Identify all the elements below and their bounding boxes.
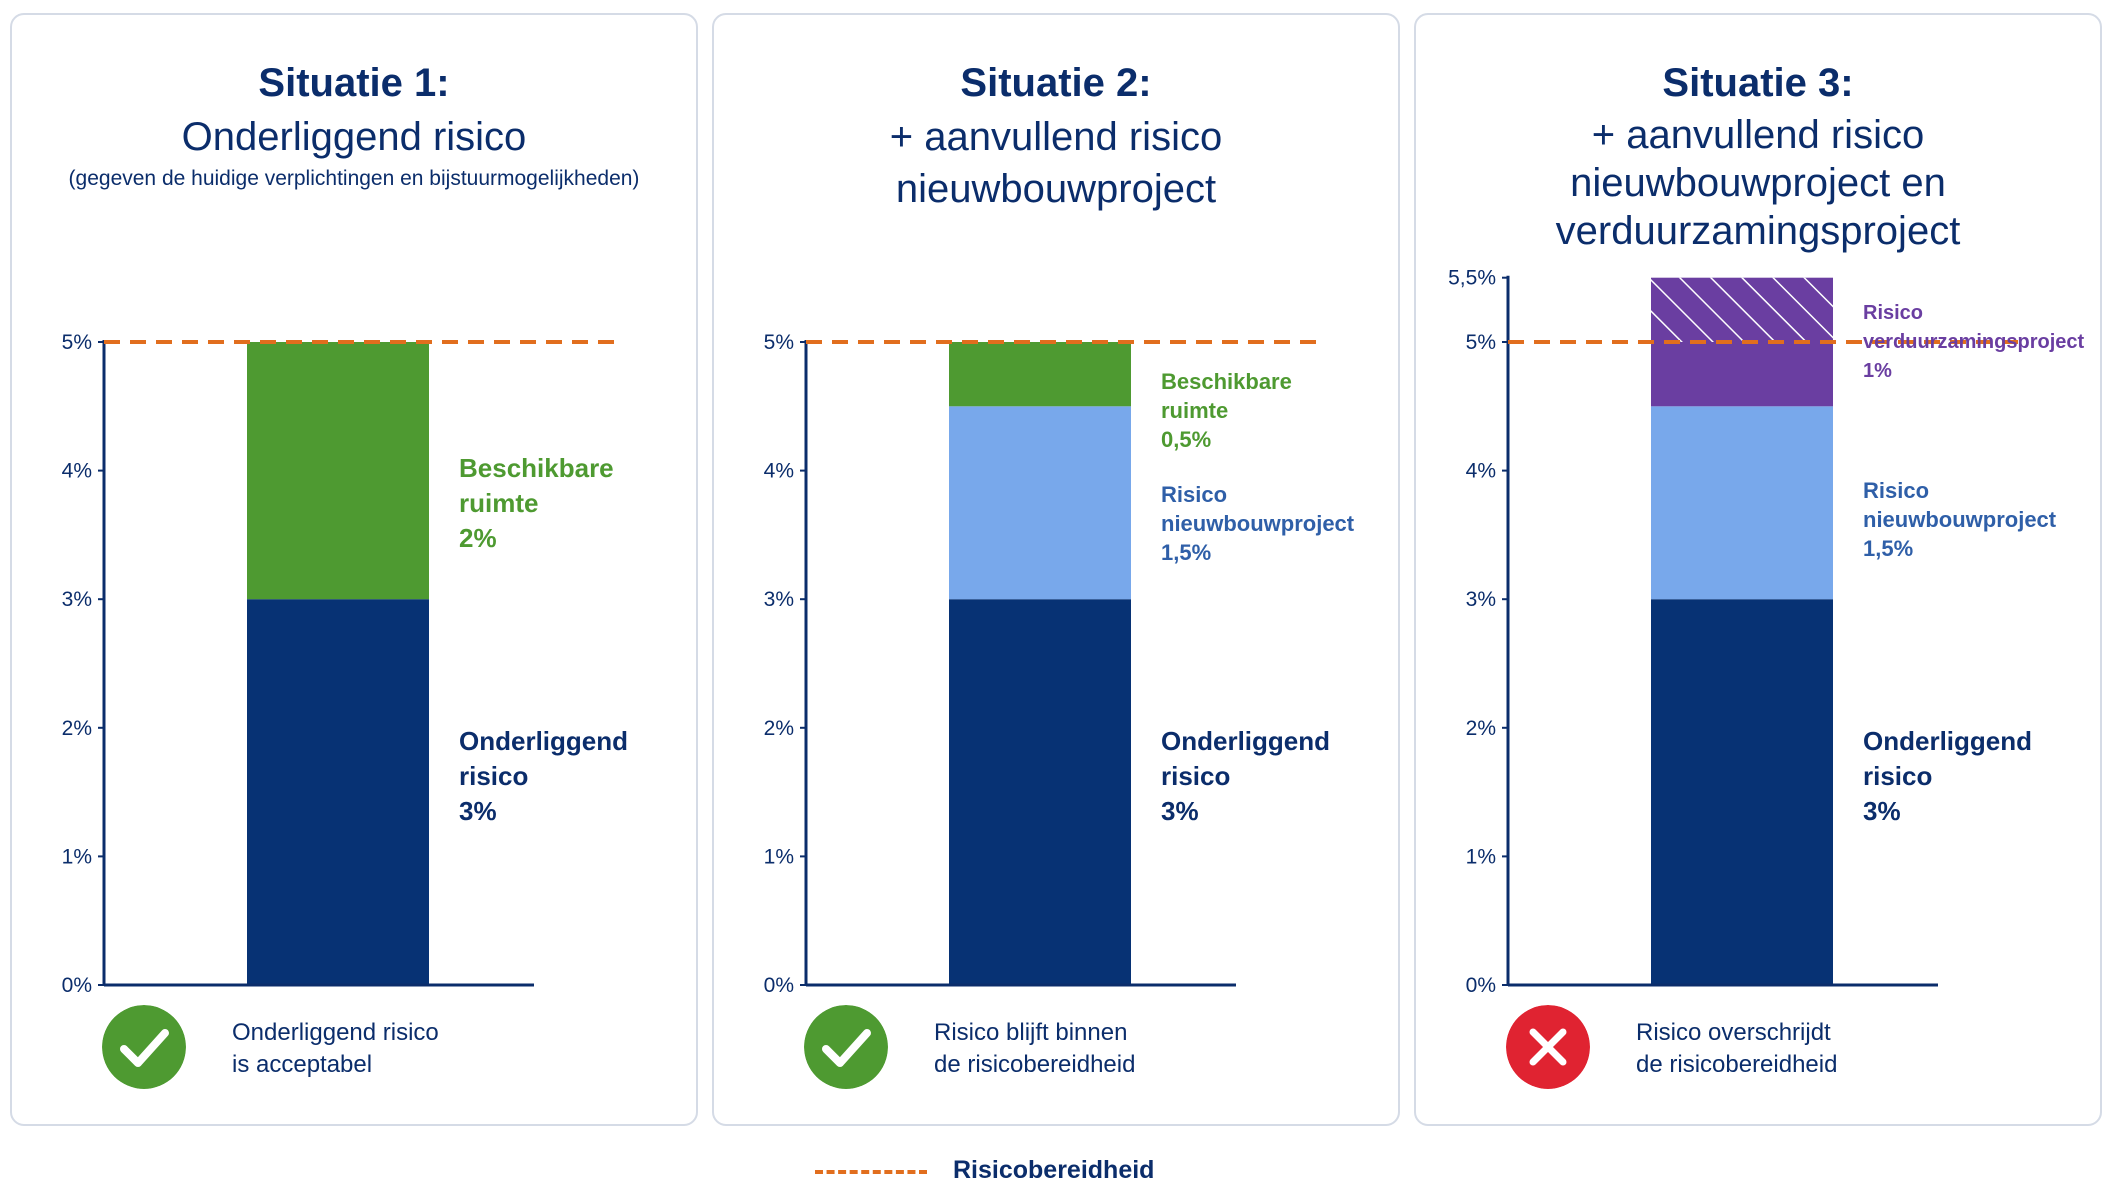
segment-label: Beschikbare ruimte 0,5%: [1161, 369, 1292, 452]
panel-titles: Situatie 1: Onderliggend risico (gegeven…: [12, 55, 696, 195]
hatch-overlay: [1651, 277, 1833, 342]
panel-title-line: nieuwbouwproject en: [1570, 161, 1946, 205]
segment-label-line: 3%: [1161, 796, 1199, 826]
panel-titles: Situatie 2: + aanvullend risico nieuwbou…: [714, 55, 1398, 215]
panel-title-line: + aanvullend risico: [889, 115, 1223, 159]
segment-label-line: 2%: [459, 523, 497, 553]
bar-segment: [949, 342, 1131, 407]
y-tick-label: 1%: [1466, 845, 1496, 868]
segment-label: Risico verduurzamingsproject 1%: [1863, 302, 2085, 382]
segment-label-line: nieuwbouwproject: [1161, 511, 1355, 536]
y-tick-label: 2%: [764, 717, 794, 740]
check-icon: [102, 1005, 186, 1089]
y-tick-label: 4%: [1466, 460, 1496, 483]
legend: Risicobereidheid: [0, 1156, 2118, 1186]
segment-label-line: Risico: [1863, 302, 1923, 324]
bar-segment: [949, 406, 1131, 600]
status-line: de risicobereidheid: [1636, 1051, 1838, 1078]
segment-label-line: ruimte: [459, 488, 538, 518]
segment-label-line: risico: [1863, 761, 1932, 791]
panel-title-line: Onderliggend risico: [181, 115, 527, 159]
bar-segment: [949, 599, 1131, 985]
stacked-bar-chart: 0% 1% 2% 3% 4% 5% Onderliggend risico 3% Beschikb…: [62, 331, 628, 997]
threshold-legend-line: [815, 1170, 927, 1174]
y-tick-label: 1%: [764, 845, 794, 868]
status-line: Risico overschrijdt: [1636, 1019, 1831, 1046]
bar-segment: [247, 599, 429, 985]
stacked-bar-chart: 0% 1% 2% 3% 4% 5% Onderliggend risico 3% Risico ni…: [764, 331, 1355, 997]
segment-label-line: risico: [1161, 761, 1230, 791]
segment-label-line: 1,5%: [1161, 540, 1211, 565]
bar-segment: [1651, 406, 1833, 600]
segment-label-line: Onderliggend: [1863, 726, 2032, 756]
segment-label-line: verduurzamingsproject: [1863, 331, 2085, 353]
bar-segment: [1651, 599, 1833, 985]
y-tick-label: 0%: [62, 974, 92, 997]
panel-titles: Situatie 3: + aanvullend risico nieuwbou…: [1416, 55, 2100, 255]
y-tick-label: 5%: [1466, 331, 1496, 354]
panel-situatie-2: Situatie 2: + aanvullend risico nieuwbou…: [712, 13, 1400, 1126]
segment-label-line: Risico: [1161, 482, 1227, 507]
y-tick-label: 3%: [62, 588, 92, 611]
status-text: Risico blijft binnen de risicobereidheid: [934, 1017, 1135, 1081]
y-tick-label: 5,5%: [1448, 267, 1496, 290]
segment-label-line: nieuwbouwproject: [1863, 507, 2057, 532]
check-icon: [804, 1005, 888, 1089]
panel-situatie-3: Situatie 3: + aanvullend risico nieuwbou…: [1414, 13, 2102, 1126]
y-tick-label: 2%: [62, 717, 92, 740]
panel-situatie-1: Situatie 1: Onderliggend risico (gegeven…: [10, 13, 698, 1126]
segment-label-line: 1%: [1863, 360, 1892, 382]
segment-label-line: Onderliggend: [459, 726, 628, 756]
y-tick-label: 4%: [62, 460, 92, 483]
y-tick-label: 0%: [764, 974, 794, 997]
y-tick-label: 3%: [764, 588, 794, 611]
segment-label-line: 1,5%: [1863, 536, 1913, 561]
bar-segment: [247, 342, 429, 600]
panel-title-line: + aanvullend risico: [1591, 113, 1925, 157]
status-text: Risico overschrijdt de risicobereidheid: [1636, 1017, 1837, 1081]
segment-label-line: 0,5%: [1161, 427, 1211, 452]
y-tick-label: 1%: [62, 845, 92, 868]
segment-label-line: ruimte: [1161, 398, 1228, 423]
status: Risico overschrijdt de risicobereidheid: [1506, 1005, 2066, 1095]
y-tick-label: 2%: [1466, 717, 1496, 740]
panel-title-line: verduurzamingsproject: [1555, 209, 1961, 253]
status-line: Onderliggend risico: [232, 1019, 439, 1046]
status-line: Risico blijft binnen: [934, 1019, 1128, 1046]
segment-label-line: 3%: [1863, 796, 1901, 826]
segment-label: Onderliggend risico 3%: [459, 726, 628, 826]
status-line: is acceptabel: [232, 1051, 373, 1078]
panel-title: Situatie 3:: [1662, 61, 1854, 105]
segment-label-line: Beschikbare: [1161, 369, 1292, 394]
panel-title: Situatie 1:: [258, 61, 450, 105]
segment-label-line: Beschikbare: [459, 453, 614, 483]
stacked-bar-chart: 0% 1% 2% 3% 4% 5% 5,5% Onderliggend risico 3% Risi…: [1448, 267, 2085, 997]
cross-icon: [1506, 1005, 1590, 1089]
segment-label: Beschikbare ruimte 2%: [459, 453, 614, 553]
status-line: de risicobereidheid: [934, 1051, 1136, 1078]
segment-label-line: Risico: [1863, 478, 1929, 503]
status: Risico blijft binnen de risicobereidheid: [804, 1005, 1364, 1095]
y-tick-label: 0%: [1466, 974, 1496, 997]
segment-label: Risico nieuwbouwproject 1,5%: [1863, 478, 2057, 561]
panel-title: Situatie 2:: [960, 61, 1152, 105]
legend-label: Risicobereidheid: [953, 1156, 1155, 1184]
y-tick-label: 5%: [62, 331, 92, 354]
segment-label-line: Onderliggend: [1161, 726, 1330, 756]
status-text: Onderliggend risico is acceptabel: [232, 1017, 439, 1081]
status: Onderliggend risico is acceptabel: [102, 1005, 662, 1095]
segment-label: Onderliggend risico 3%: [1161, 726, 1330, 826]
panel-subtitle: (gegeven de huidige verplichtingen en bi…: [68, 167, 640, 190]
y-tick-label: 5%: [764, 331, 794, 354]
segment-label: Risico nieuwbouwproject 1,5%: [1161, 482, 1355, 565]
y-tick-label: 4%: [764, 460, 794, 483]
y-tick-label: 3%: [1466, 588, 1496, 611]
segment-label: Onderliggend risico 3%: [1863, 726, 2032, 826]
segment-label-line: risico: [459, 761, 528, 791]
panel-title-line: nieuwbouwproject: [895, 167, 1217, 211]
segment-label-line: 3%: [459, 796, 497, 826]
